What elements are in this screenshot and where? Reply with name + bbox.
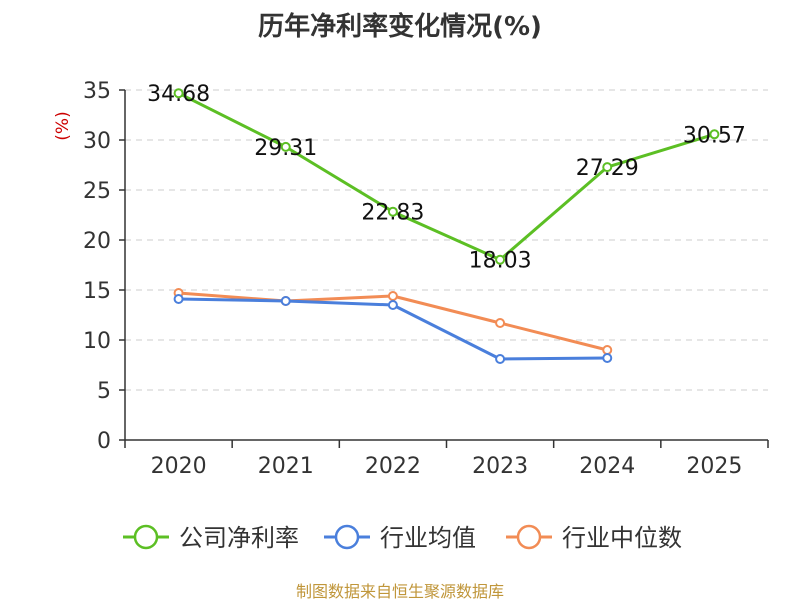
legend-marker-industry_avg [334, 524, 360, 550]
point-industry_avg-2020 [173, 294, 184, 304]
x-tick-label-2020: 2020 [151, 454, 207, 479]
point-company-2025 [709, 129, 720, 140]
x-tick-label-2024: 2024 [579, 454, 635, 479]
legend-marker-company [133, 524, 159, 550]
series-line-company [177, 91, 715, 262]
series-lines [173, 88, 720, 364]
chart-title: 历年净利率变化情况(%) [258, 12, 542, 42]
x-tick-label-2025: 2025 [686, 454, 742, 479]
point-industry_avg-2024 [602, 353, 613, 363]
x-tick-label-2021: 2021 [258, 454, 314, 479]
point-industry_median-2024 [602, 345, 613, 355]
point-company-2022 [387, 206, 398, 217]
y-axis-label: (%) [53, 111, 73, 140]
y-tick-label-10: 10 [83, 329, 111, 354]
point-company-2023 [495, 254, 506, 265]
legend: 公司净利率 行业均值 行业中位数 [123, 524, 682, 552]
grid-lines [125, 89, 768, 391]
point-industry_avg-2023 [495, 354, 506, 364]
point-industry_avg-2022 [387, 300, 398, 310]
point-company-2020 [173, 88, 184, 99]
legend-label-industry_avg: 行业均值 [380, 524, 476, 552]
data-labels: 34.68 29.31 22.83 18.03 27.29 30.57 [147, 82, 746, 274]
y-tick-label-15: 15 [83, 279, 111, 304]
data-label-company-2023: 18.03 [469, 249, 532, 274]
y-tick-label-35: 35 [83, 79, 111, 104]
point-industry_avg-2021 [280, 296, 291, 306]
legend-marker-industry_median [516, 524, 542, 550]
point-company-2024 [602, 162, 613, 173]
y-tick-label-25: 25 [83, 179, 111, 204]
x-tick-label-2022: 2022 [365, 454, 421, 479]
legend-label-company: 公司净利率 [179, 524, 299, 552]
legend-label-industry_median: 行业中位数 [562, 524, 682, 552]
x-tick-label-2023: 2023 [472, 454, 528, 479]
data-label-company-2020: 34.68 [147, 82, 210, 107]
y-tick-label-5: 5 [97, 379, 111, 404]
point-company-2021 [280, 141, 291, 152]
y-tick-label-30: 30 [83, 129, 111, 154]
point-industry_median-2022 [387, 291, 398, 301]
y-tick-label-20: 20 [83, 229, 111, 254]
data-label-company-2021: 29.31 [254, 136, 317, 161]
data-label-company-2024: 27.29 [576, 156, 639, 181]
source-footer: 制图数据来自恒生聚源数据库 [295, 582, 504, 601]
y-tick-label-0: 0 [97, 429, 111, 454]
data-label-company-2025: 30.57 [683, 123, 746, 148]
point-industry_median-2023 [495, 318, 506, 328]
data-label-company-2022: 22.83 [361, 201, 424, 226]
